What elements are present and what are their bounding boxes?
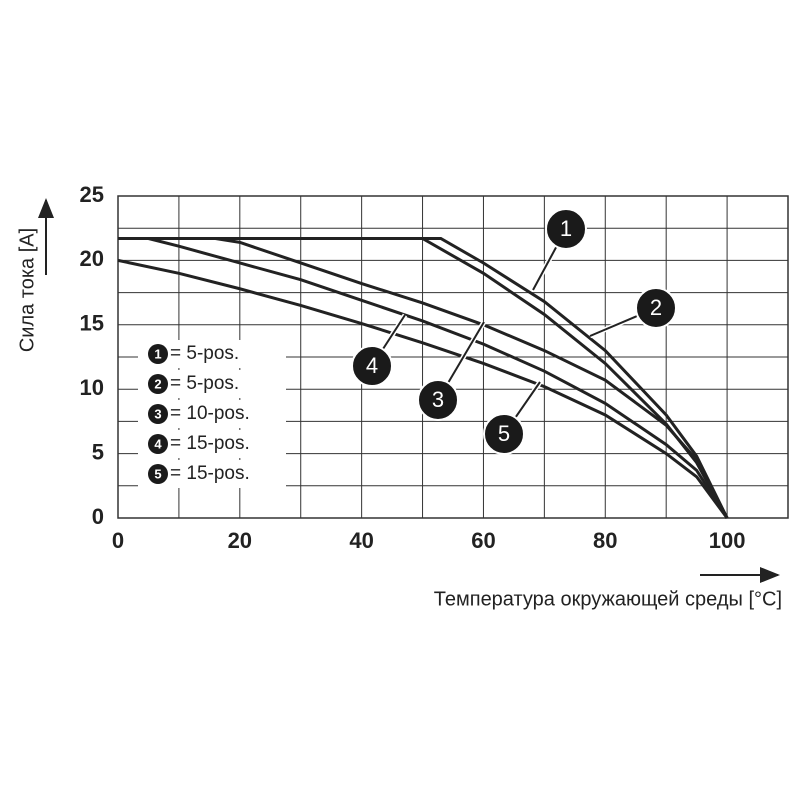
- legend-label: = 10-pos.: [170, 403, 250, 424]
- legend-marker-label: 2: [154, 376, 161, 391]
- legend-label: = 15-pos.: [170, 433, 250, 454]
- legend-marker: [148, 434, 168, 454]
- y-axis-title: Сила тока [A]: [16, 228, 38, 352]
- x-tick-label: 0: [112, 528, 124, 553]
- callout-label: 3: [432, 387, 444, 412]
- x-tick-label: 100: [709, 528, 746, 553]
- x-axis-title: Температура окружающей среды [°C]: [434, 588, 782, 610]
- callout-circle: [545, 208, 587, 250]
- y-tick-label: 20: [80, 246, 104, 271]
- legend-label: = 15-pos.: [170, 463, 250, 484]
- legend-marker-label: 1: [154, 346, 161, 361]
- legend-label: = 5-pos.: [170, 343, 239, 364]
- legend-marker: [148, 404, 168, 424]
- series-line: [148, 237, 729, 519]
- series-line: [117, 258, 729, 519]
- x-tick-label: 60: [471, 528, 495, 553]
- y-tick-label: 10: [80, 375, 104, 400]
- callout-circle: [417, 379, 459, 421]
- callout-label: 5: [498, 421, 510, 446]
- y-tick-label: 15: [80, 311, 104, 336]
- series-line: [215, 237, 729, 519]
- y-tick-label: 5: [92, 439, 104, 464]
- callout-label: 4: [366, 353, 378, 378]
- legend-marker-label: 5: [154, 466, 161, 481]
- legend-marker: [148, 464, 168, 484]
- x-tick-label: 20: [228, 528, 252, 553]
- callout-label: 2: [650, 295, 662, 320]
- legend-marker-label: 4: [154, 436, 162, 451]
- legend-marker: [148, 374, 168, 394]
- y-tick-label: 25: [80, 182, 104, 207]
- x-tick-label: 40: [349, 528, 373, 553]
- callout-label: 1: [560, 216, 572, 241]
- x-tick-label: 80: [593, 528, 617, 553]
- callout-circle: [483, 413, 525, 455]
- callout-circle: [351, 345, 393, 387]
- legend-marker-label: 3: [154, 406, 161, 421]
- legend-marker: [148, 344, 168, 364]
- series-line: [118, 237, 729, 519]
- legend-label: = 5-pos.: [170, 373, 239, 394]
- callout-circle: [635, 287, 677, 329]
- y-tick-label: 0: [92, 504, 104, 529]
